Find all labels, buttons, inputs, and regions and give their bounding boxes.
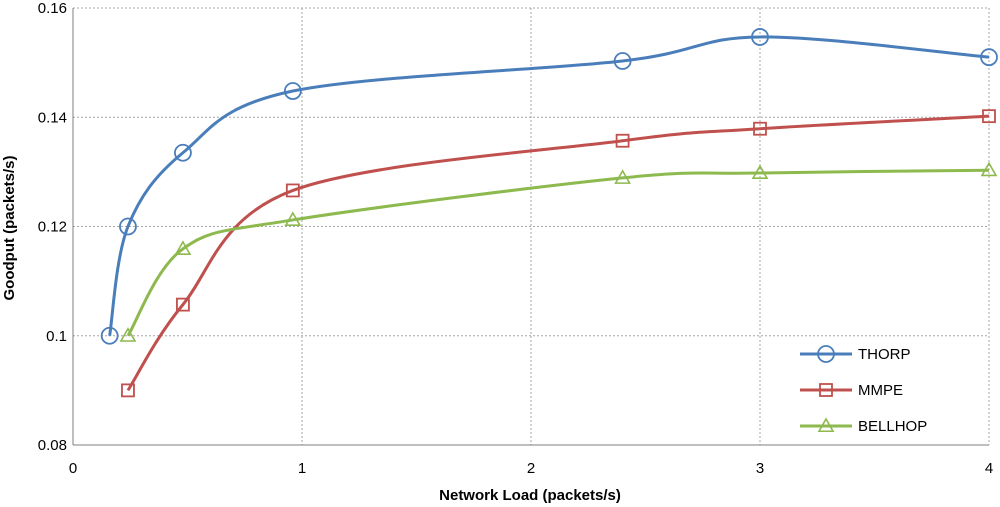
mmpe-point [615, 133, 630, 148]
legend-marker-thorp [817, 345, 835, 363]
y-tick-label: 0.08 [38, 437, 67, 454]
legend-marker-mmpe [819, 383, 833, 397]
series-bellhop [119, 161, 998, 342]
mmpe-point [753, 121, 767, 136]
x-tick-label: 4 [985, 460, 993, 477]
bellhop-point [751, 164, 769, 180]
x-axis-title: Network Load (packets/s) [439, 487, 621, 504]
x-tick-label: 3 [756, 460, 764, 477]
legend-label-mmpe: MMPE [858, 382, 903, 399]
legend: THORP MMPE BELLHOP [800, 345, 927, 435]
thorp-point [174, 143, 192, 162]
thorp-point [980, 48, 998, 67]
mmpe-line [126, 114, 990, 392]
thorp-point [119, 217, 137, 236]
bellhop-point [174, 240, 192, 255]
mmpe-point [982, 109, 996, 124]
y-tick-label: 0.14 [38, 109, 67, 126]
thorp-line [108, 35, 990, 336]
series-mmpe [121, 109, 996, 398]
mmpe-point [285, 183, 300, 198]
bellhop-point [284, 211, 302, 226]
bellhop-point [614, 169, 631, 184]
legend-item-thorp: THORP [800, 345, 911, 363]
grid-lines [73, 7, 990, 445]
legend-marker-bellhop [817, 417, 835, 433]
y-tick-label: 0.1 [46, 328, 67, 345]
x-tick-label: 1 [298, 460, 306, 477]
legend-label-bellhop: BELLHOP [858, 418, 927, 435]
bellhop-point [980, 161, 998, 177]
bellhop-line [126, 168, 990, 337]
thorp-point [751, 28, 769, 46]
y-axis-title: Goodput (packets/s) [1, 155, 18, 300]
axes: 0 1 2 3 4 0.08 0.1 0.12 0.14 0.16 [38, 0, 993, 477]
legend-item-mmpe: MMPE [800, 382, 903, 399]
mmpe-point [121, 383, 135, 398]
x-tick-label: 0 [69, 460, 77, 477]
y-tick-label: 0.16 [38, 0, 67, 17]
mmpe-point [176, 297, 190, 312]
thorp-point [100, 326, 119, 345]
thorp-point [613, 52, 632, 70]
y-tick-label: 0.12 [38, 219, 67, 236]
bellhop-point [119, 327, 137, 342]
series-layer [100, 28, 998, 398]
thorp-point [283, 82, 302, 100]
legend-item-bellhop: BELLHOP [800, 417, 927, 435]
x-tick-label: 2 [527, 460, 535, 477]
series-thorp [100, 28, 998, 345]
legend-label-thorp: THORP [858, 346, 911, 363]
